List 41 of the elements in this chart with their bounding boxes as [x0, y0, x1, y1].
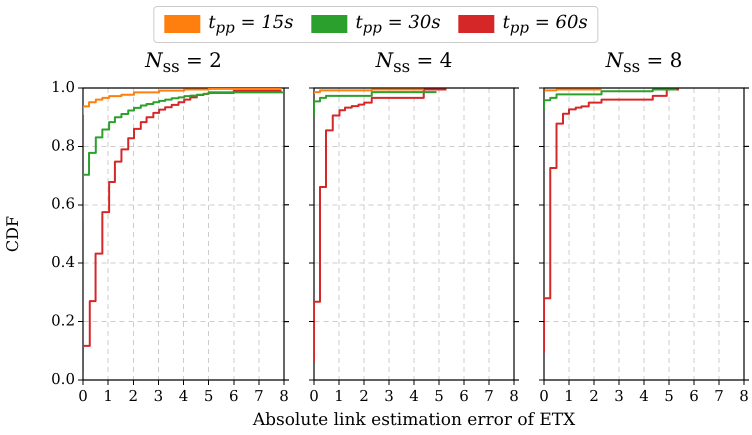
- x-tick-label: 0: [309, 386, 319, 405]
- x-tick-label: 6: [228, 386, 239, 405]
- x-tick-label: 2: [359, 386, 369, 405]
- legend-label: t$_{pp}$ = 60s: [502, 12, 588, 37]
- x-tick-label: 6: [689, 386, 699, 405]
- y-tick-label: 0.6: [51, 194, 75, 213]
- legend-label: t$_{pp}$ = 30s: [355, 12, 441, 37]
- chart-title: N$_{ss}$ = 2: [144, 48, 223, 76]
- x-tick-label: 1: [334, 386, 344, 405]
- x-tick-label: 1: [564, 386, 574, 405]
- x-tick-label: 7: [484, 386, 494, 405]
- x-tick-label: 2: [589, 386, 599, 405]
- x-tick-label: 1: [103, 386, 113, 405]
- chart-title: N$_{ss}$ = 8: [604, 48, 684, 76]
- x-tick-label: 5: [204, 386, 214, 405]
- x-tick-label: 8: [509, 386, 519, 405]
- x-tick-label: 2: [128, 386, 138, 405]
- x-tick-label: 3: [384, 386, 394, 405]
- x-tick-label: 4: [409, 386, 419, 405]
- x-tick-label: 4: [639, 386, 649, 405]
- y-tick-label: 0.8: [51, 136, 75, 154]
- x-tick-label: 3: [154, 386, 164, 405]
- y-tick-label: 0.0: [51, 370, 75, 388]
- x-tick-label: 7: [254, 386, 264, 405]
- x-tick-label: 7: [714, 386, 724, 405]
- chart-title: N$_{ss}$ = 4: [374, 48, 454, 76]
- x-tick-label: 0: [539, 386, 549, 405]
- x-tick-label: 8: [279, 386, 289, 405]
- x-tick-label: 5: [434, 386, 444, 405]
- y-tick-label: 1.0: [51, 78, 75, 96]
- x-tick-label: 0: [78, 386, 88, 405]
- legend-label: t$_{pp}$ = 15s: [208, 12, 294, 37]
- y-axis-title: CDF: [2, 216, 22, 252]
- x-tick-label: 3: [614, 386, 624, 405]
- y-tick-label: 0.4: [51, 253, 75, 272]
- x-tick-label: 4: [178, 386, 188, 405]
- x-axis-title: Absolute link estimation error of ETX: [252, 410, 576, 430]
- x-tick-label: 8: [739, 386, 749, 405]
- x-tick-label: 5: [664, 386, 674, 405]
- y-tick-label: 0.2: [51, 311, 75, 330]
- x-tick-label: 6: [459, 386, 469, 405]
